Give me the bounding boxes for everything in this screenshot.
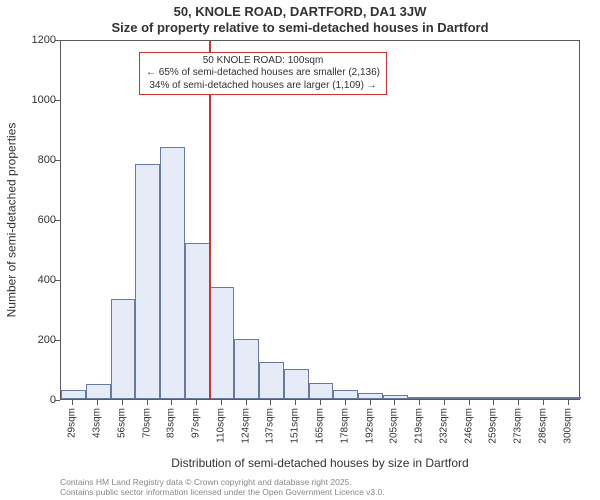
histogram-bar [234,339,259,399]
footnote-line1: Contains HM Land Registry data © Crown c… [60,477,590,488]
x-tick-label: 137sqm [265,408,276,444]
x-tick-label: 192sqm [364,408,375,444]
histogram-bar [86,384,111,399]
x-tick [72,400,73,405]
histogram-bar [457,397,482,399]
y-tick-label: 800 [22,154,56,166]
histogram-bar [61,390,86,399]
x-tick-label: 29sqm [67,408,78,438]
x-tick [568,400,569,405]
x-tick [370,400,371,405]
x-tick-label: 165sqm [315,408,326,444]
y-axis-label: Number of semi-detached properties [4,123,18,318]
y-tick-label: 1000 [22,94,56,106]
title-address: 50, KNOLE ROAD, DARTFORD, DA1 3JW [0,4,600,19]
x-tick-label: 300sqm [562,408,573,444]
histogram-bar [408,397,433,399]
chart-root: 50, KNOLE ROAD, DARTFORD, DA1 3JW Size o… [0,0,600,500]
x-tick-label: 83sqm [166,408,177,438]
x-tick [171,400,172,405]
x-tick [345,400,346,405]
x-tick-label: 70sqm [141,408,152,438]
x-tick-label: 232sqm [438,408,449,444]
x-tick-label: 205sqm [389,408,400,444]
x-tick-label: 219sqm [414,408,425,444]
x-tick-label: 43sqm [92,408,103,438]
y-tick-label: 200 [22,334,56,346]
x-tick [394,400,395,405]
x-tick-label: 124sqm [240,408,251,444]
annotation-box: 50 KNOLE ROAD: 100sqm← 65% of semi-detac… [139,52,387,96]
x-tick-label: 246sqm [463,408,474,444]
x-tick [97,400,98,405]
y-tick-label: 0 [22,394,56,406]
x-tick [469,400,470,405]
x-tick [270,400,271,405]
x-tick-label: 97sqm [191,408,202,438]
x-tick [419,400,420,405]
x-tick [122,400,123,405]
histogram-bar [383,395,408,400]
histogram-bar [111,299,136,400]
x-tick [295,400,296,405]
x-tick [444,400,445,405]
histogram-bar [482,397,507,399]
histogram-bar [284,369,309,399]
annotation-line: ← 65% of semi-detached houses are smalle… [146,67,380,80]
x-tick [147,400,148,405]
histogram-bar [556,397,581,399]
x-tick-label: 56sqm [116,408,127,438]
y-tick-label: 400 [22,274,56,286]
y-tick-label: 600 [22,214,56,226]
title-subtitle: Size of property relative to semi-detach… [0,20,600,35]
annotation-line: 50 KNOLE ROAD: 100sqm [146,55,380,68]
x-tick-label: 178sqm [339,408,350,444]
histogram-bar [135,164,160,400]
x-tick [246,400,247,405]
histogram-bar [309,383,334,400]
y-axis-label-wrap: Number of semi-detached properties [4,0,18,440]
x-tick [493,400,494,405]
annotation-line: 34% of semi-detached houses are larger (… [146,80,380,93]
histogram-bar [358,393,383,399]
x-tick [543,400,544,405]
x-tick-label: 286sqm [537,408,548,444]
x-axis-label: Distribution of semi-detached houses by … [60,456,580,470]
histogram-bar [531,397,556,399]
footnote: Contains HM Land Registry data © Crown c… [60,477,590,498]
x-tick [320,400,321,405]
x-tick [221,400,222,405]
histogram-bar [507,397,532,399]
histogram-bar [210,287,235,400]
y-tick-label: 1200 [22,34,56,46]
histogram-bar [333,390,358,399]
x-tick-label: 151sqm [290,408,301,444]
plot-area: 50 KNOLE ROAD: 100sqm← 65% of semi-detac… [60,40,580,400]
x-tick [196,400,197,405]
histogram-bar [185,243,210,399]
histogram-bar [432,397,457,399]
x-tick-label: 110sqm [215,408,226,443]
histogram-bar [259,362,284,400]
x-tick [518,400,519,405]
footnote-line2: Contains public sector information licen… [60,487,590,498]
histogram-bar [160,147,185,399]
x-tick-label: 273sqm [513,408,524,444]
x-tick-label: 259sqm [488,408,499,444]
